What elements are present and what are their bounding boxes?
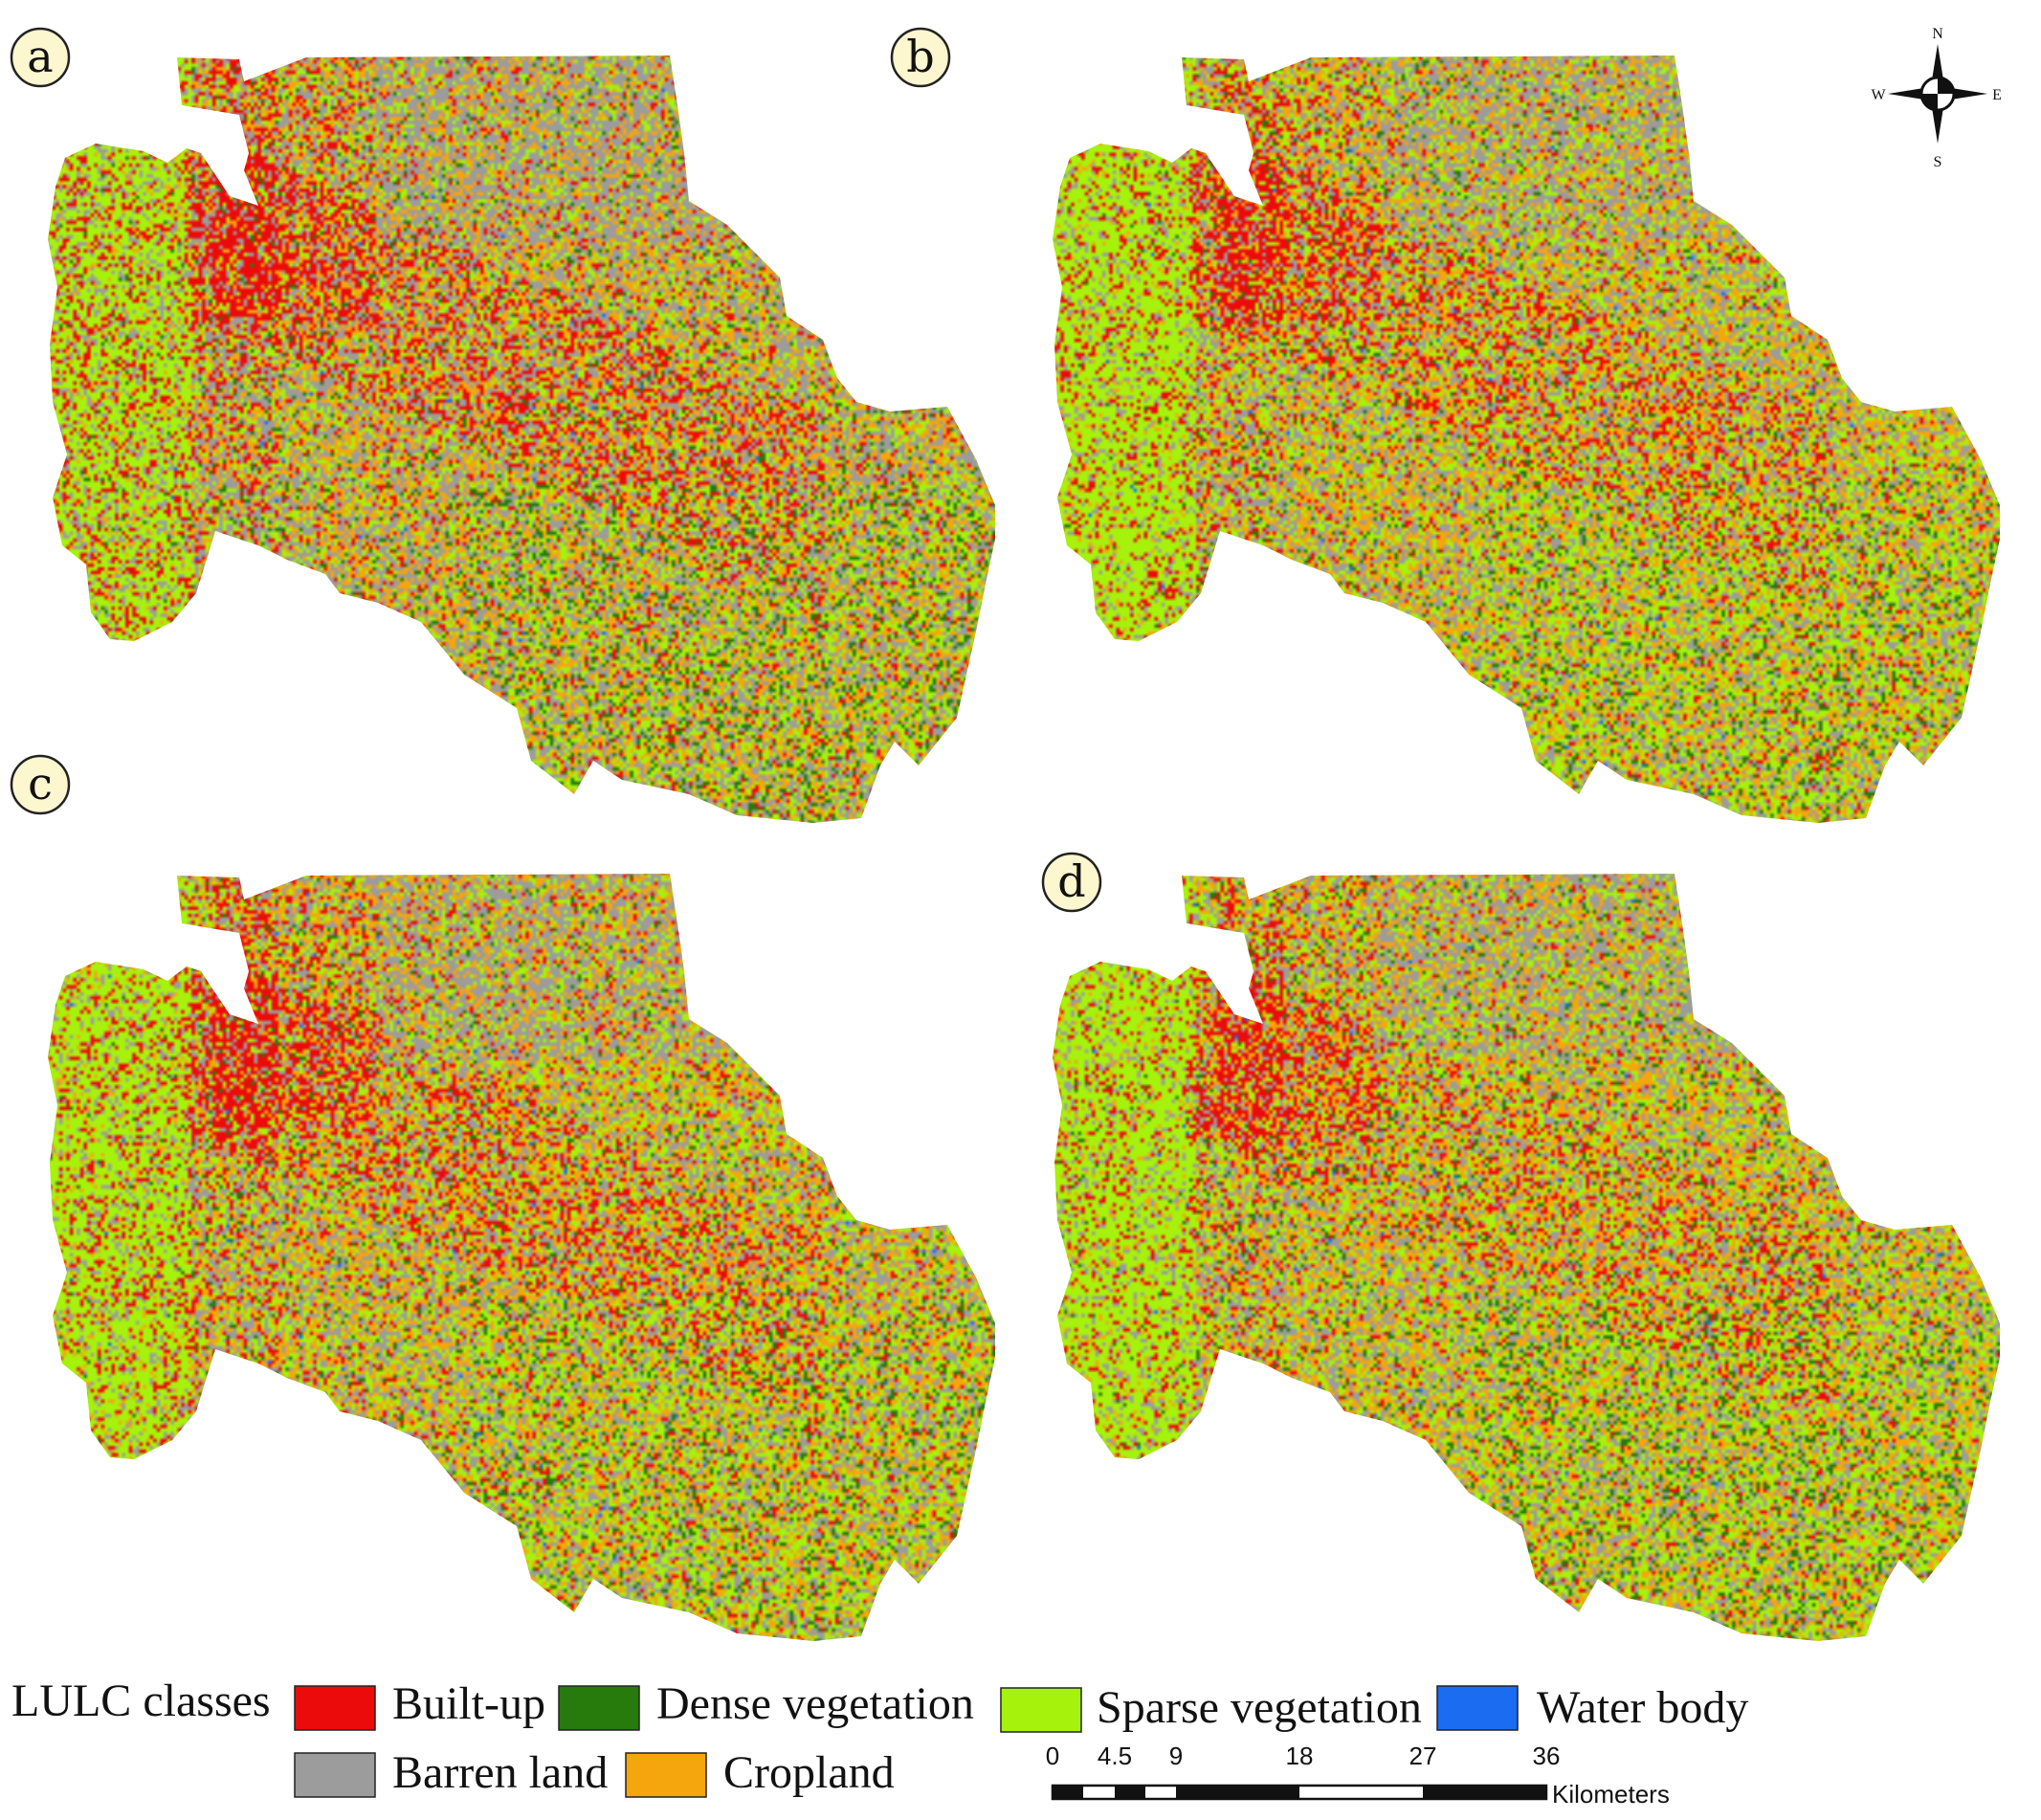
map-panel-c xyxy=(48,874,1000,1641)
lulc-raster-c xyxy=(48,874,995,1641)
scale-tick-18: 18 xyxy=(1286,1742,1314,1770)
panel-label-c-text: c xyxy=(28,758,53,810)
legend-label-sparse: Sparse vegetation xyxy=(1097,1682,1422,1733)
legend-label-dense: Dense vegetation xyxy=(656,1678,974,1729)
west-label: W xyxy=(1871,87,1886,103)
panel-label-a-text: a xyxy=(27,31,53,82)
lulc-raster-a xyxy=(48,55,995,823)
panel-label-a: a xyxy=(10,27,71,88)
scale-tick-4-5: 4.5 xyxy=(1098,1742,1132,1770)
south-label: S xyxy=(1934,154,1942,170)
legend: LULC classes Built-up Dense vegetation S… xyxy=(11,1676,1748,1798)
legend-label-water: Water body xyxy=(1537,1682,1748,1733)
legend-title: LULC classes xyxy=(11,1676,271,1726)
legend-swatch-water xyxy=(1436,1685,1519,1731)
legend-swatch-cropland xyxy=(625,1752,707,1798)
north-label: N xyxy=(1932,26,1943,42)
panel-label-d: d xyxy=(1041,852,1102,913)
panel-label-c: c xyxy=(10,754,71,815)
panel-label-d-text: d xyxy=(1057,855,1085,907)
east-label: E xyxy=(1992,87,2002,103)
map-panel-b xyxy=(1053,55,2005,823)
scale-tick-36: 36 xyxy=(1533,1742,1561,1770)
legend-swatch-sparse xyxy=(1000,1687,1082,1733)
legend-label-cropland: Cropland xyxy=(723,1747,895,1798)
panel-label-b-text: b xyxy=(906,31,934,82)
legend-label-builtup: Built-up xyxy=(392,1678,545,1729)
scale-tick-27: 27 xyxy=(1409,1742,1437,1770)
map-panel-a xyxy=(48,55,1000,823)
lulc-raster-b xyxy=(1053,55,2000,823)
lulc-raster-d xyxy=(1053,874,2000,1641)
panel-label-b: b xyxy=(890,27,951,88)
legend-swatch-builtup xyxy=(294,1685,376,1731)
north-arrow-icon: N S E W xyxy=(1871,26,2001,170)
scale-unit: Kilometers xyxy=(1552,1780,1670,1809)
scale-bar: 0 4.5 9 18 27 36 Kilometers xyxy=(1046,1742,1670,1809)
map-panel-d xyxy=(1053,874,2005,1641)
legend-label-barren: Barren land xyxy=(392,1747,608,1798)
legend-swatch-dense xyxy=(558,1685,640,1731)
legend-swatch-barren xyxy=(294,1752,376,1798)
scale-tick-9: 9 xyxy=(1169,1742,1183,1770)
scale-tick-0: 0 xyxy=(1046,1742,1059,1770)
